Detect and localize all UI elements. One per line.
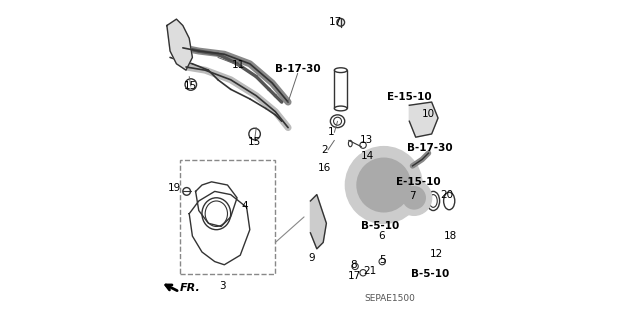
Text: 13: 13: [360, 135, 373, 145]
Ellipse shape: [427, 191, 440, 211]
Ellipse shape: [373, 200, 391, 218]
Polygon shape: [410, 102, 438, 137]
Text: 6: 6: [378, 231, 385, 241]
Text: 8: 8: [350, 260, 357, 270]
Text: 3: 3: [220, 280, 226, 291]
Text: 19: 19: [168, 183, 182, 193]
Ellipse shape: [330, 115, 345, 128]
Text: 4: 4: [242, 201, 248, 211]
Text: 5: 5: [379, 255, 385, 265]
Bar: [334, 70, 347, 108]
Ellipse shape: [205, 201, 227, 226]
Text: 16: 16: [318, 163, 332, 174]
Ellipse shape: [314, 209, 320, 219]
Ellipse shape: [420, 111, 428, 129]
Ellipse shape: [334, 68, 347, 73]
Circle shape: [357, 158, 411, 212]
Ellipse shape: [334, 106, 347, 111]
Text: 15: 15: [248, 137, 261, 147]
Text: SEPAE1500: SEPAE1500: [365, 294, 415, 303]
Text: B-5-10: B-5-10: [361, 221, 399, 232]
Text: 10: 10: [422, 109, 435, 119]
Text: FR.: FR.: [180, 283, 200, 293]
Ellipse shape: [348, 140, 352, 147]
Text: 20: 20: [440, 189, 454, 200]
Text: 15: 15: [184, 81, 197, 91]
Polygon shape: [310, 195, 326, 249]
Text: 11: 11: [232, 60, 245, 70]
Text: 18: 18: [444, 231, 457, 241]
Text: B-17-30: B-17-30: [407, 143, 453, 153]
Ellipse shape: [317, 228, 323, 238]
Text: 7: 7: [409, 191, 416, 201]
Circle shape: [403, 187, 425, 209]
Text: 9: 9: [308, 253, 316, 263]
Ellipse shape: [333, 117, 342, 125]
Text: E-15-10: E-15-10: [396, 177, 440, 188]
Text: B-5-10: B-5-10: [411, 269, 449, 279]
Bar: [180, 160, 275, 274]
Text: B-17-30: B-17-30: [275, 63, 321, 74]
Text: 17: 17: [328, 17, 342, 27]
Text: 21: 21: [363, 266, 376, 276]
Text: 14: 14: [360, 151, 374, 161]
Text: 2: 2: [321, 145, 328, 155]
Ellipse shape: [429, 195, 437, 207]
Circle shape: [397, 180, 431, 215]
Circle shape: [346, 147, 422, 223]
Ellipse shape: [202, 198, 230, 230]
Ellipse shape: [444, 192, 455, 210]
Polygon shape: [167, 19, 193, 70]
Text: 1: 1: [328, 127, 335, 137]
Text: 17: 17: [348, 271, 361, 281]
Text: E-15-10: E-15-10: [387, 92, 431, 102]
Text: 12: 12: [430, 249, 443, 259]
